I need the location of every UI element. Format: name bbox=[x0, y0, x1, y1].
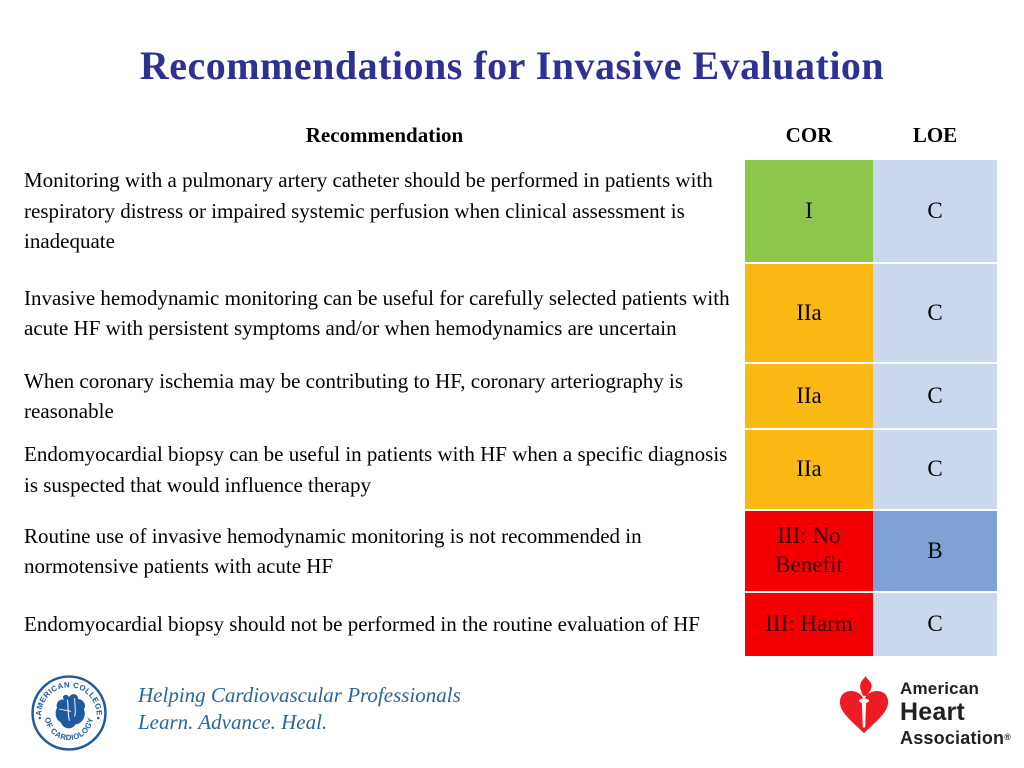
recommendation-text: Invasive hemodynamic monitoring can be u… bbox=[24, 285, 730, 340]
table-row: Monitoring with a pulmonary artery cathe… bbox=[24, 160, 997, 262]
recommendation-text: Monitoring with a pulmonary artery cathe… bbox=[24, 168, 713, 254]
recommendation-text: Endomyocardial biopsy should not be perf… bbox=[24, 612, 700, 637]
loe-value: C bbox=[927, 382, 943, 408]
column-header-cor: COR bbox=[785, 122, 833, 147]
loe-cell: B bbox=[873, 511, 997, 591]
column-header-loe: LOE bbox=[912, 122, 958, 147]
cor-value: IIa bbox=[796, 299, 822, 325]
loe-value: B bbox=[927, 537, 943, 563]
loe-cell: C bbox=[873, 160, 997, 262]
aha-heart-torch-icon bbox=[839, 676, 889, 734]
recommendations-table: Recommendation COR LOE Monitoring with a… bbox=[24, 120, 997, 658]
loe-value: C bbox=[927, 611, 943, 637]
acc-tagline: Helping Cardiovascular Professionals Lea… bbox=[138, 682, 461, 737]
cor-cell: I bbox=[745, 160, 873, 262]
loe-value: C bbox=[927, 456, 943, 482]
table-row: Endomyocardial biopsy should not be perf… bbox=[24, 593, 997, 656]
cor-cell: IIa bbox=[745, 430, 873, 509]
cor-value: III: Harm bbox=[765, 611, 853, 637]
recommendation-text: Routine use of invasive hemodynamic moni… bbox=[24, 523, 642, 578]
cor-value: III: No Benefit bbox=[775, 523, 843, 577]
loe-cell: C bbox=[873, 593, 997, 656]
cor-cell: III: No Benefit bbox=[745, 511, 873, 591]
cor-cell: IIa bbox=[745, 364, 873, 428]
loe-cell: C bbox=[873, 364, 997, 428]
table-header-row: Recommendation COR LOE bbox=[24, 120, 997, 150]
loe-value: C bbox=[927, 197, 943, 223]
cor-value: I bbox=[805, 197, 813, 223]
footer: AMERICAN COLLEGE OF CARDIOLOGY Helping C… bbox=[0, 668, 1024, 768]
cor-value: IIa bbox=[796, 456, 822, 482]
registered-trademark-symbol: ® bbox=[1004, 732, 1012, 742]
cor-cell: III: Harm bbox=[745, 593, 873, 656]
recommendation-text: When coronary ischemia may be contributi… bbox=[24, 368, 684, 423]
table-row: Invasive hemodynamic monitoring can be u… bbox=[24, 264, 997, 362]
cor-cell: IIa bbox=[745, 264, 873, 362]
slide-title: Recommendations for Invasive Evaluation bbox=[139, 43, 885, 88]
loe-cell: C bbox=[873, 264, 997, 362]
acc-heart-illustration bbox=[55, 694, 86, 729]
table-row: Routine use of invasive hemodynamic moni… bbox=[24, 511, 997, 591]
cor-value: IIa bbox=[796, 382, 822, 408]
aha-text-association: Association bbox=[900, 728, 1005, 748]
recommendation-text: Endomyocardial biopsy can be useful in p… bbox=[24, 442, 728, 497]
aha-logo-text: American Heart Association® bbox=[900, 680, 1011, 747]
acc-tagline-line1: Helping Cardiovascular Professionals bbox=[138, 683, 461, 707]
table-row: When coronary ischemia may be contributi… bbox=[24, 364, 997, 428]
loe-cell: C bbox=[873, 430, 997, 509]
aha-text-heart: Heart bbox=[900, 698, 965, 726]
aha-text-american: American bbox=[900, 679, 980, 698]
acc-tagline-line2: Learn. Advance. Heal. bbox=[138, 710, 328, 735]
acc-logo-icon: AMERICAN COLLEGE OF CARDIOLOGY bbox=[31, 675, 107, 751]
column-header-recommendation: Recommendation bbox=[305, 122, 464, 147]
table-row: Endomyocardial biopsy can be useful in p… bbox=[24, 430, 997, 509]
loe-value: C bbox=[927, 299, 943, 325]
